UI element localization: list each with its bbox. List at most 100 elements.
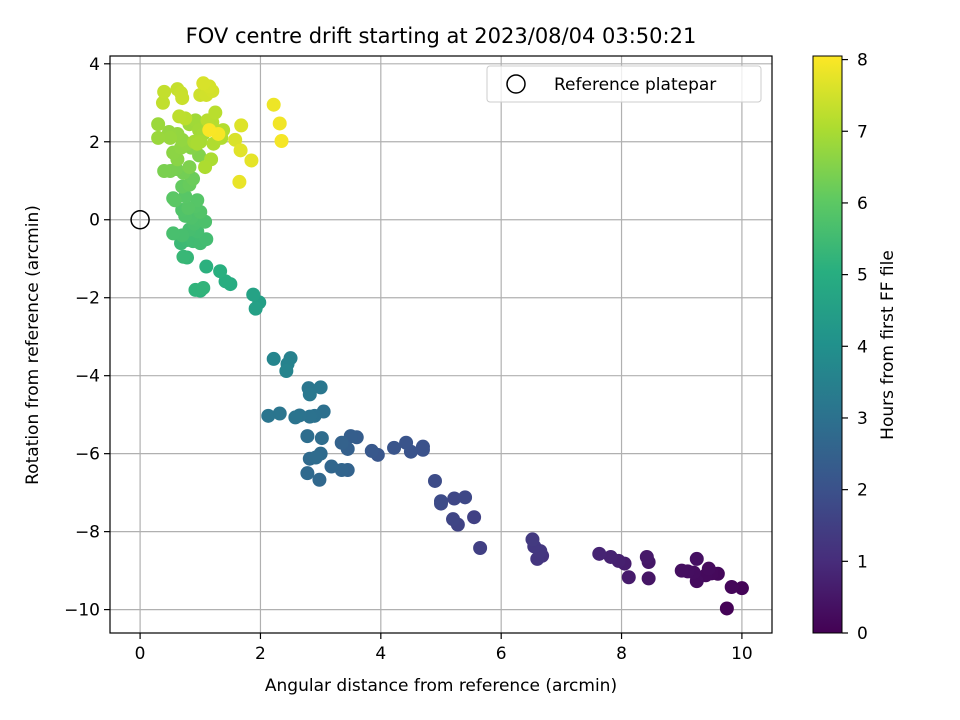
data-point [427, 473, 442, 488]
colorbar: 0 1 2 3 4 5 6 7 8 Hours from first FF file [812, 51, 898, 644]
y-tick-label: −10 [64, 601, 100, 621]
data-point [202, 123, 217, 138]
data-point [244, 153, 259, 168]
y-tick-label: −6 [75, 445, 100, 465]
data-point [621, 570, 636, 585]
colorbar-tick-label: 5 [857, 266, 868, 286]
x-tick-label: 0 [135, 644, 146, 664]
data-point [155, 95, 170, 110]
data-point [163, 130, 178, 145]
data-point [719, 601, 734, 616]
colorbar-tick-label: 8 [857, 51, 868, 71]
data-point [151, 117, 166, 132]
data-point [172, 109, 187, 124]
data-point [458, 490, 473, 505]
data-point [312, 472, 327, 487]
colorbar-tick-label: 0 [857, 624, 868, 644]
data-point [334, 435, 349, 450]
data-points [151, 76, 749, 616]
data-point [246, 287, 261, 302]
colorbar-tick-label: 4 [857, 337, 868, 357]
data-point [181, 201, 196, 216]
data-point [467, 510, 482, 525]
x-tick-label: 2 [255, 644, 266, 664]
colorbar-tick-label: 2 [857, 481, 868, 501]
data-point [473, 541, 488, 556]
data-point [274, 133, 289, 148]
data-point [313, 380, 328, 395]
data-point [182, 160, 197, 175]
data-point [167, 193, 182, 208]
x-tick-label: 6 [496, 644, 507, 664]
data-point [248, 301, 263, 316]
data-point [701, 561, 716, 576]
data-point [266, 97, 281, 112]
y-tick-label: 0 [89, 211, 100, 231]
data-point [387, 440, 402, 455]
y-tick-label: 2 [89, 133, 100, 153]
data-point [157, 84, 172, 99]
data-point [446, 512, 461, 527]
data-point [525, 532, 540, 547]
data-point [447, 491, 462, 506]
data-point [300, 429, 315, 444]
data-point [272, 116, 287, 131]
data-point [213, 264, 228, 279]
data-point [674, 563, 689, 578]
data-point [208, 105, 223, 120]
data-point [734, 581, 749, 596]
y-tick-label: −2 [75, 289, 100, 309]
data-point [272, 406, 287, 421]
data-point [199, 259, 214, 274]
data-point [266, 351, 281, 366]
data-point [234, 118, 249, 133]
y-axis-ticks: −10 −8 −6 −4 −2 0 2 4 [64, 55, 110, 621]
legend-marker-icon [506, 74, 526, 94]
x-axis-label: Angular distance from reference (arcmin) [265, 676, 617, 696]
data-point [324, 459, 339, 474]
data-point [314, 431, 329, 446]
reference-platepar-marker [130, 209, 150, 230]
data-point [639, 549, 654, 564]
data-point [151, 130, 166, 145]
plot-frame [109, 55, 773, 634]
data-point [308, 450, 323, 465]
data-point [190, 193, 205, 208]
chart-title: FOV centre drift starting at 2023/08/04 … [186, 24, 697, 48]
grid-lines [110, 56, 772, 633]
data-point [199, 232, 214, 247]
y-tick-label: −4 [75, 367, 100, 387]
data-point [641, 571, 656, 586]
data-point [288, 410, 303, 425]
data-point [232, 174, 247, 189]
data-point [603, 549, 618, 564]
data-point [364, 443, 379, 458]
y-tick-label: −8 [75, 523, 100, 543]
x-axis-ticks: 0 2 4 6 8 10 [135, 633, 753, 664]
x-tick-label: 4 [375, 644, 386, 664]
legend-box [486, 65, 762, 103]
x-tick-label: 10 [731, 644, 753, 664]
colorbar-tick-label: 6 [857, 194, 868, 214]
x-tick-label: 8 [616, 644, 627, 664]
data-point [261, 408, 276, 423]
data-point [592, 546, 607, 561]
y-axis-label: Rotation from reference (arcmin) [23, 205, 43, 485]
data-point [176, 249, 191, 264]
data-point [157, 164, 172, 179]
colorbar-tick-label: 7 [857, 122, 868, 142]
data-point [302, 387, 317, 402]
data-point [196, 280, 211, 295]
colorbar-ticks: 0 1 2 3 4 5 6 7 8 [842, 51, 868, 644]
data-point [190, 136, 205, 151]
data-point [196, 76, 211, 91]
data-point [300, 466, 315, 481]
data-point [228, 132, 243, 147]
data-point [434, 494, 448, 509]
legend: Reference platepar [486, 65, 762, 103]
colorbar-tick-label: 1 [857, 552, 868, 572]
data-point [399, 435, 414, 450]
data-point [724, 579, 739, 594]
data-point [415, 442, 430, 457]
